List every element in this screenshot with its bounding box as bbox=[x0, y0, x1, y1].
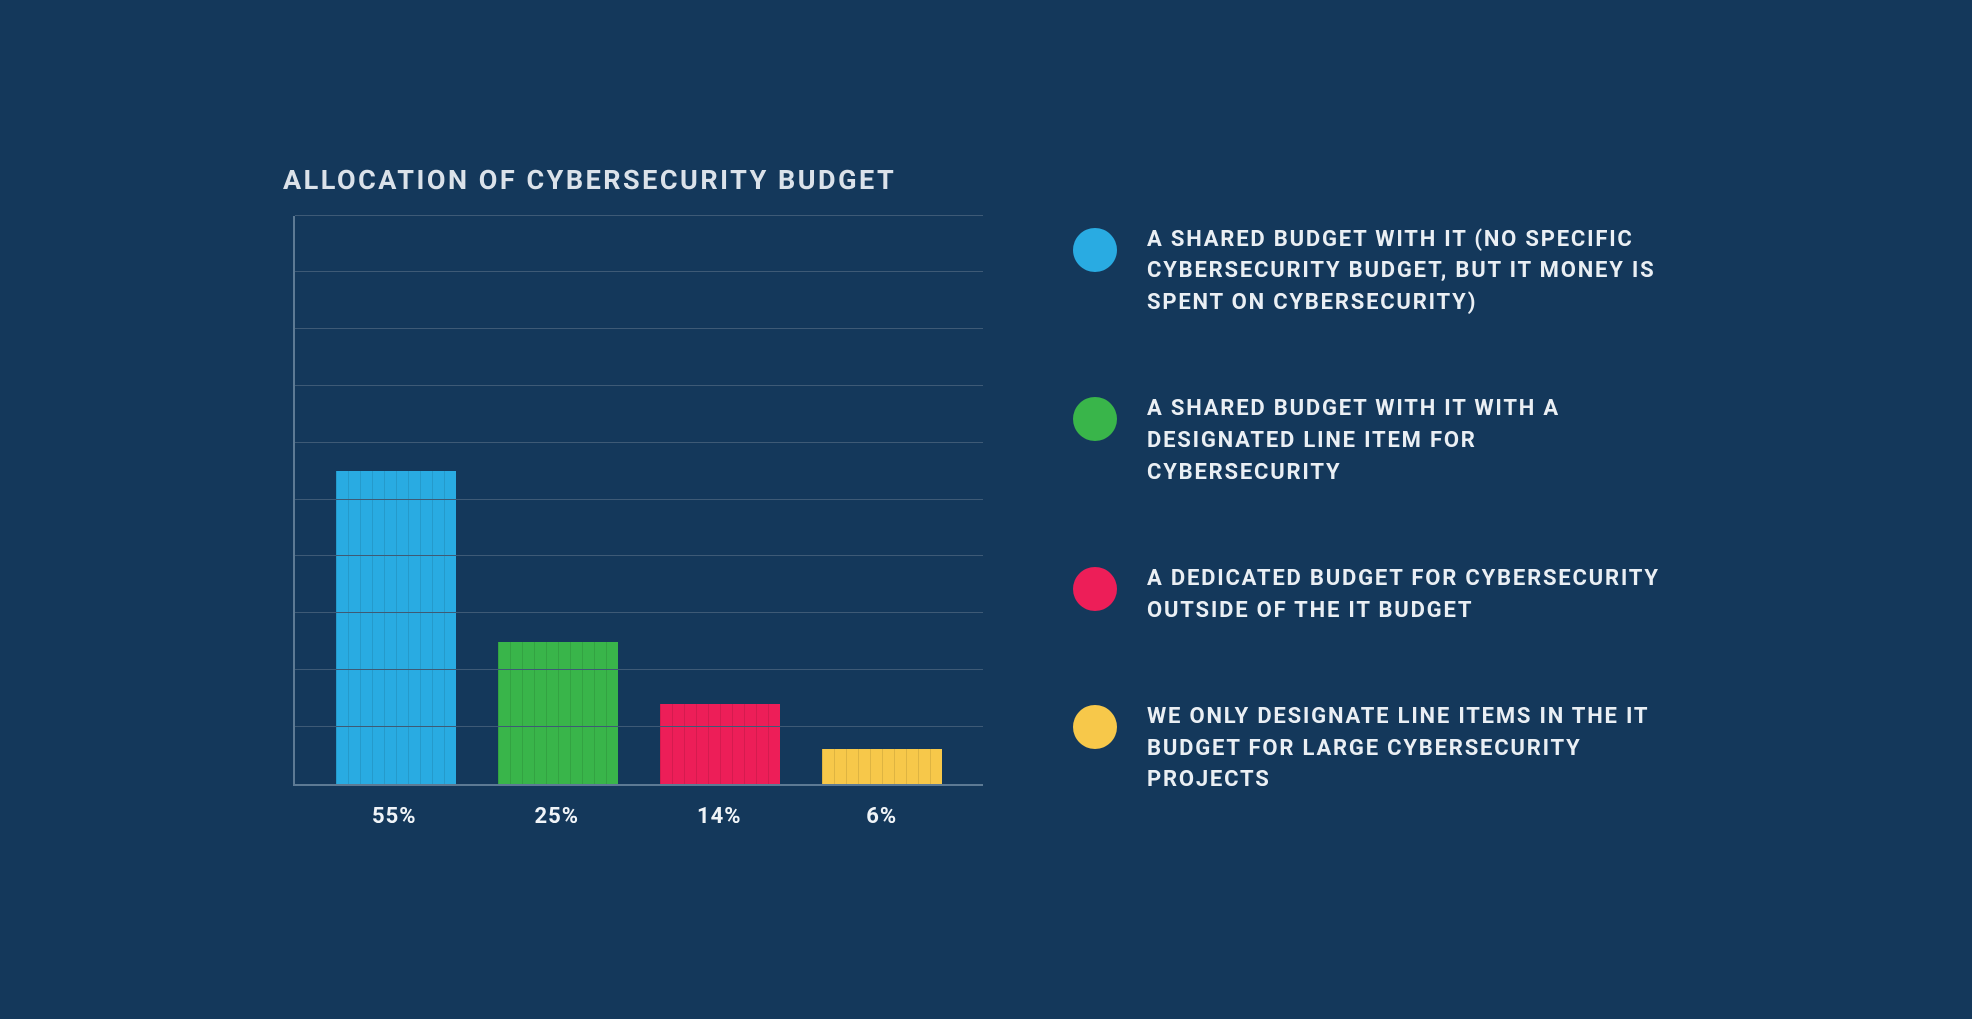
legend-label-1: A SHARED BUDGET WITH IT WITH A DESIGNATE… bbox=[1147, 393, 1673, 489]
bar-value-label-2: 14% bbox=[659, 804, 779, 829]
gridline bbox=[295, 726, 983, 727]
gridline bbox=[295, 669, 983, 670]
legend-item-1: A SHARED BUDGET WITH IT WITH A DESIGNATE… bbox=[1073, 393, 1673, 489]
legend-swatch-0 bbox=[1073, 228, 1117, 272]
gridline bbox=[295, 385, 983, 386]
gridline bbox=[295, 442, 983, 443]
legend-item-2: A DEDICATED BUDGET FOR CYBERSECURITY OUT… bbox=[1073, 563, 1673, 627]
chart-container: ALLOCATION OF CYBERSECURITY BUDGET 55% 25… bbox=[227, 118, 1745, 902]
bar-0 bbox=[336, 471, 456, 783]
gridline bbox=[295, 271, 983, 272]
chart-title: ALLOCATION OF CYBERSECURITY BUDGET bbox=[283, 164, 1695, 196]
bar-1 bbox=[498, 642, 618, 784]
legend-swatch-1 bbox=[1073, 397, 1117, 441]
chart-x-labels: 55% 25% 14% 6% bbox=[293, 804, 983, 829]
chart-bars bbox=[295, 216, 983, 784]
gridline bbox=[295, 612, 983, 613]
bar-value-label-0: 55% bbox=[334, 804, 454, 829]
bar-value-label-1: 25% bbox=[497, 804, 617, 829]
legend-item-3: WE ONLY DESIGNATE LINE ITEMS IN THE IT B… bbox=[1073, 701, 1673, 797]
gridline bbox=[295, 328, 983, 329]
gridline bbox=[295, 499, 983, 500]
gridline bbox=[295, 555, 983, 556]
legend-label-3: WE ONLY DESIGNATE LINE ITEMS IN THE IT B… bbox=[1147, 701, 1673, 797]
gridline bbox=[295, 215, 983, 216]
legend-swatch-2 bbox=[1073, 567, 1117, 611]
legend-label-0: A SHARED BUDGET WITH IT (NO SPECIFIC CYB… bbox=[1147, 224, 1673, 320]
bar-value-label-3: 6% bbox=[822, 804, 942, 829]
chart-plot-area: 55% 25% 14% 6% bbox=[283, 216, 983, 829]
legend-swatch-3 bbox=[1073, 705, 1117, 749]
bar-2 bbox=[660, 704, 780, 784]
chart-content: 55% 25% 14% 6% A SHARED BUDGET WITH IT (NO … bbox=[283, 216, 1695, 829]
chart-plot bbox=[293, 216, 983, 786]
chart-legend: A SHARED BUDGET WITH IT (NO SPECIFIC CYB… bbox=[1073, 216, 1673, 797]
legend-label-2: A DEDICATED BUDGET FOR CYBERSECURITY OUT… bbox=[1147, 563, 1673, 627]
legend-item-0: A SHARED BUDGET WITH IT (NO SPECIFIC CYB… bbox=[1073, 224, 1673, 320]
bar-3 bbox=[822, 749, 942, 783]
